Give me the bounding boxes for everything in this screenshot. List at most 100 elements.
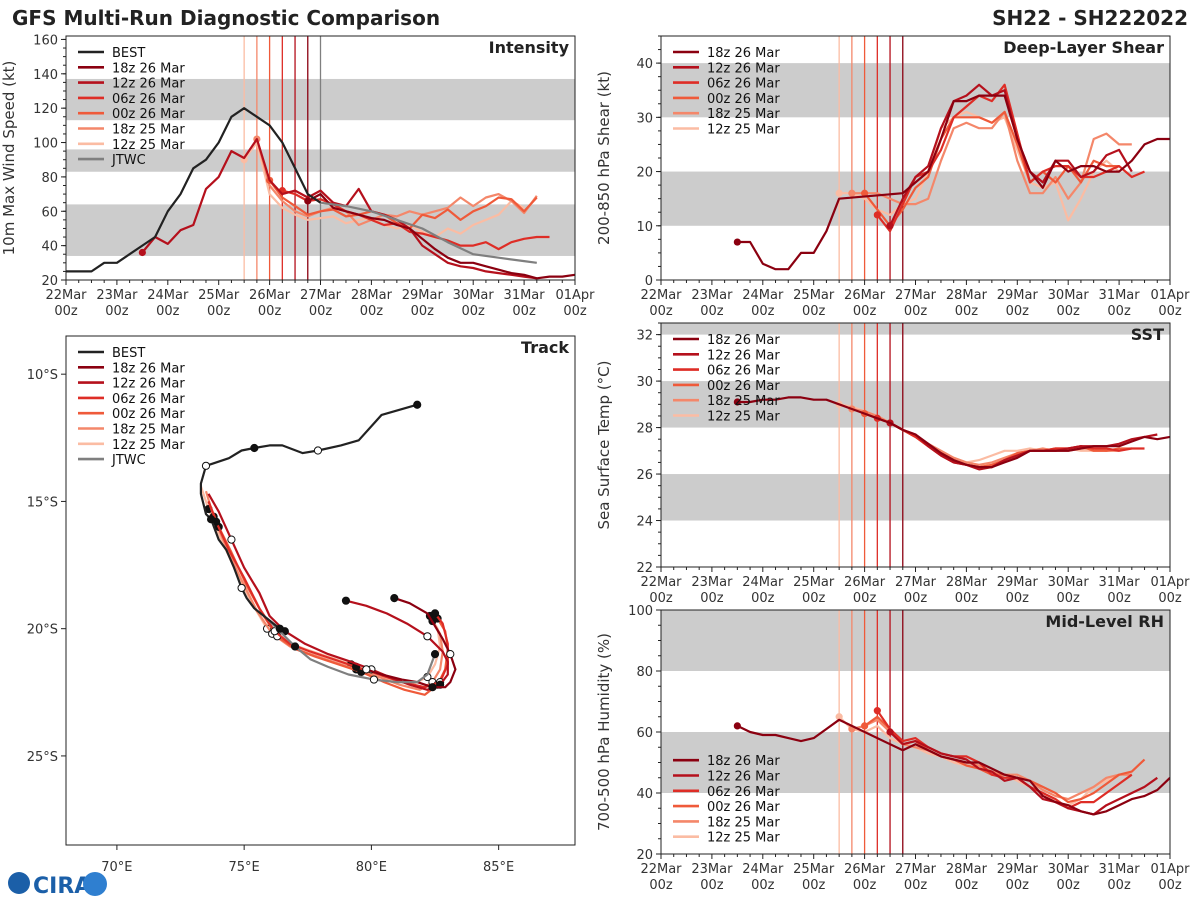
shear-xtick-label: 23Mar 00z [691, 288, 733, 319]
shear-ytick-label: 30 [636, 111, 653, 126]
shear-line-06z-26-mar [876, 83, 1145, 233]
rh-init-point [835, 713, 843, 721]
intensity-xtick-label: 25Mar 00z [198, 288, 240, 319]
track-line-best [199, 403, 418, 630]
shear-xtick-label: 31Mar 00z [1099, 288, 1141, 319]
track-point [227, 535, 236, 544]
track-legend-label: 00z 26 Mar [112, 407, 185, 422]
sst-ytick-label: 32 [636, 329, 653, 344]
track-point [362, 665, 371, 674]
rh-ytick-label: 60 [636, 726, 653, 741]
track-point [423, 632, 432, 641]
rh-legend-label: 12z 26 Mar [707, 770, 780, 785]
shear-init-point [848, 189, 856, 197]
intensity-legend-label: 00z 26 Mar [112, 107, 185, 122]
shear-init-point [835, 189, 843, 197]
rh-legend-label: 06z 26 Mar [707, 785, 780, 800]
shear-init-point [873, 211, 881, 219]
rh-ytick-label: 80 [636, 665, 653, 680]
rh-legend-label: 18z 26 Mar [707, 754, 780, 769]
shear-xtick-label: 24Mar 00z [742, 288, 784, 319]
track-ytick-label: 15°S [27, 495, 58, 510]
shear-legend-label: 00z 26 Mar [707, 92, 780, 107]
storm-id: SH22 - SH222022 [992, 6, 1188, 30]
logo-swirl-icon [83, 872, 107, 896]
sst-legend-label: 12z 25 Mar [707, 410, 780, 425]
sst-band-1 [661, 381, 1170, 428]
intensity-xtick-label: 23Mar 00z [96, 288, 138, 319]
track-point [446, 650, 455, 659]
intensity-ytick-label: 60 [41, 205, 58, 220]
shear-xtick-label: 25Mar 00z [793, 288, 835, 319]
intensity-init-point [138, 248, 146, 257]
intensity-line-18z-25-mar [255, 138, 538, 227]
intensity-line-best [66, 107, 322, 273]
sst-ytick-label: 26 [636, 468, 653, 483]
rh-band-1 [661, 610, 1170, 671]
track-legend-label: 06z 26 Mar [112, 392, 185, 407]
rh-xtick-label: 26Mar 00z [844, 862, 886, 893]
shear-init-point [886, 222, 894, 230]
intensity-ytick-label: 160 [33, 33, 58, 48]
shear-title: Deep-Layer Shear [1003, 38, 1164, 57]
shear-band-1 [661, 63, 1170, 118]
sst-xtick-label: 24Mar 00z [742, 575, 784, 606]
shear-series-group [733, 83, 1170, 271]
sst-series-group [733, 396, 1170, 471]
sst-xtick-label: 28Mar 00z [946, 575, 988, 606]
track-xtick-label: 80°E [356, 860, 387, 875]
intensity-legend-label: 06z 26 Mar [112, 92, 185, 107]
intensity-line-jtwc [320, 201, 537, 264]
sst-xtick-label: 29Mar 00z [997, 575, 1039, 606]
intensity-xtick-label: 28Mar 00z [351, 288, 393, 319]
track-xtick-label: 85°E [483, 860, 514, 875]
rh-legend-label: 18z 25 Mar [707, 815, 780, 830]
sst-init-point [733, 398, 741, 406]
rh-init-point [873, 707, 881, 715]
intensity-series-group [66, 107, 575, 280]
intensity-xtick-label: 22Mar 00z [45, 288, 87, 319]
shear-legend-label: 12z 25 Mar [707, 123, 780, 138]
track-point [413, 400, 422, 409]
shear-legend-label: 06z 26 Mar [707, 77, 780, 92]
rh-ytick-label: 20 [636, 848, 653, 863]
track-legend-label: 12z 25 Mar [112, 438, 185, 453]
rh-xtick-label: 22Mar 00z [640, 862, 682, 893]
sst-ytick-label: 30 [636, 375, 653, 390]
intensity-ytick-label: 40 [41, 240, 58, 255]
intensity-xtick-label: 29Mar 00z [402, 288, 444, 319]
intensity-xtick-label: 27Mar 00z [300, 288, 342, 319]
rh-xtick-label: 28Mar 00z [946, 862, 988, 893]
track-point [430, 609, 440, 618]
sst-legend-label: 00z 26 Mar [707, 379, 780, 394]
sst-xtick-label: 27Mar 00z [895, 575, 937, 606]
intensity-ytick-label: 100 [33, 137, 58, 152]
intensity-xtick-label: 26Mar 00z [249, 288, 291, 319]
sst-ylabel: Sea Surface Temp (°C) [595, 360, 613, 529]
track-frame [65, 335, 576, 846]
track-point [390, 594, 399, 603]
track-point [206, 515, 216, 524]
track-legend-label: 18z 25 Mar [112, 423, 185, 438]
shear-ytick-label: 0 [645, 274, 653, 289]
rh-xtick-label: 25Mar 00z [793, 862, 835, 893]
track-xtick-label: 70°E [101, 860, 132, 875]
track-point [237, 583, 246, 593]
intensity-legend-label: 12z 25 Mar [112, 138, 185, 153]
rh-xtick-label: 23Mar 00z [691, 862, 733, 893]
intensity-legend-label: 18z 26 Mar [112, 61, 185, 76]
track-point [430, 650, 440, 659]
sst-xtick-label: 26Mar 00z [844, 575, 886, 606]
rh-legend-label: 12z 25 Mar [707, 831, 780, 846]
sst-panel: 22 24 26 28 30 32 22Mar 00z 23Mar 00z 24Mar 00z 25Ma… [595, 322, 1190, 606]
track-point [201, 461, 211, 470]
shear-legend-label: 18z 25 Mar [707, 107, 780, 122]
intensity-xtick-label: 31Mar 00z [504, 288, 546, 319]
rh-ytick-label: 40 [636, 787, 653, 802]
sst-legend-label: 06z 26 Mar [707, 364, 780, 379]
rh-init-point [886, 728, 894, 736]
rh-ylabel: 700-500 hPa Humidity (%) [595, 633, 613, 831]
